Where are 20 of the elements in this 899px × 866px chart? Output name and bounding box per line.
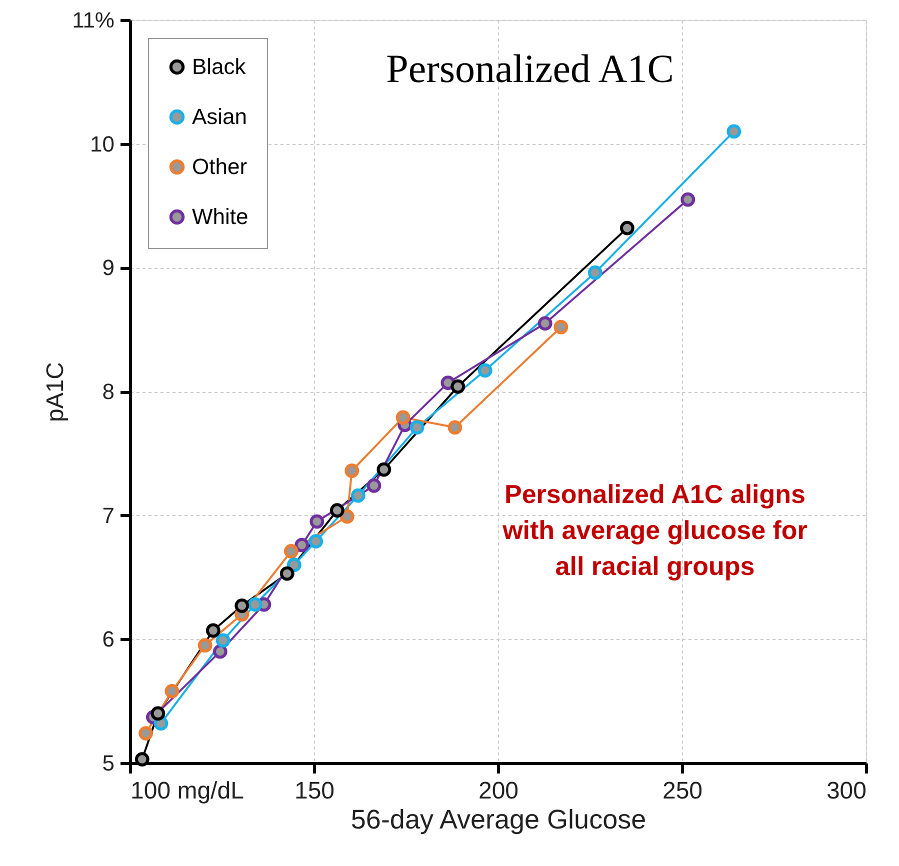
legend-label: Asian (192, 104, 248, 129)
x-axis-title: 56-day Average Glucose (350, 804, 646, 834)
y-tick-label: 11% (72, 8, 114, 32)
legend-label: Black (192, 54, 247, 79)
text: Personalized A1C (386, 46, 674, 91)
legend-label: White (192, 204, 248, 229)
y-tick-label: 8 (102, 379, 114, 404)
y-axis-title: pA1C (42, 362, 70, 422)
y-tick-label: 6 (102, 626, 114, 652)
x-tick-label: 300 (826, 778, 866, 804)
x-tick-label: 100 mg/dL (130, 778, 244, 804)
x-tick-label: 150 (294, 778, 335, 804)
y-tick-label: 10 (90, 131, 114, 156)
x-tick-label: 200 (478, 778, 519, 804)
annotation: Personalized A1C aligns with average glucose for all racial groups (502, 479, 808, 581)
x-tick-label: 250 (662, 778, 703, 804)
legend-label: Other (192, 154, 248, 179)
y-tick-label: 7 (102, 502, 114, 528)
y-tick-label: 9 (102, 255, 114, 280)
y-tick-label: 5 (102, 750, 114, 776)
